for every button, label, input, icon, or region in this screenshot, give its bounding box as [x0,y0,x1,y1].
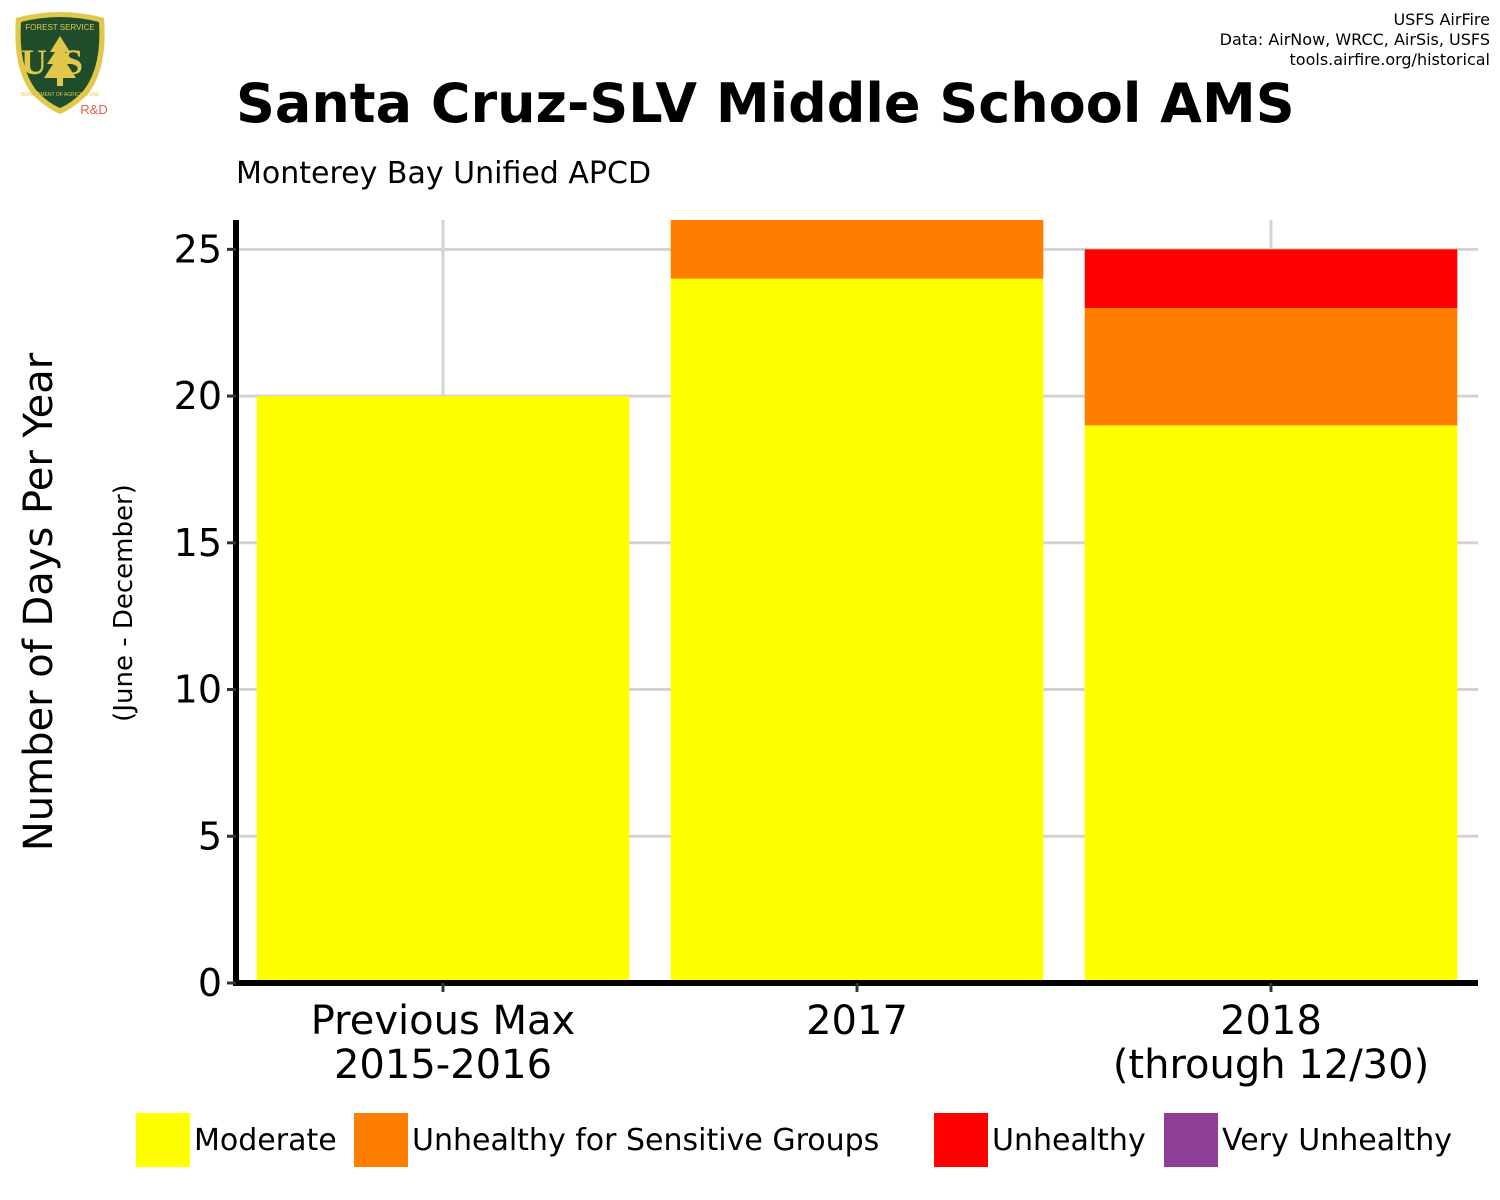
legend-swatch [1164,1113,1218,1167]
y-tick-label: 20 [174,374,222,418]
credits: USFS AirFire Data: AirNow, WRCC, AirSis,… [1220,10,1490,70]
legend-swatch [136,1113,190,1167]
legend-swatch [354,1113,408,1167]
tree-icon [44,36,76,86]
y-tick-label: 0 [198,961,222,1005]
bar-chart: 0 5 10 15 20 25 Previous Max 2015-2016 2017 2018… [16,220,1478,1088]
bar-segment [1084,425,1458,983]
y-axis-label: Number of Days Per Year [16,352,62,851]
legend-label: Unhealthy for Sensitive Groups [412,1122,880,1158]
x-tick-label: Previous Max 2015-2016 [311,998,575,1088]
y-axis-sublabel: (June - December) [109,484,139,722]
logo-top-text: FOREST SERVICE [25,23,95,32]
bar-segment [1084,249,1458,309]
y-tick-label: 5 [198,814,222,858]
y-ticks: 0 5 10 15 20 25 [174,227,236,1005]
legend-label: Moderate [194,1122,337,1158]
credits-line-3: tools.airfire.org/historical [1289,50,1490,69]
bar-segment [670,220,1044,279]
x-tick-label: 2017 [806,998,908,1044]
legend-item: Unhealthy [934,1112,1146,1168]
legend: Moderate Unhealthy for Sensitive Groups Un… [0,1112,1500,1172]
y-tick-label: 15 [174,521,222,565]
legend-label: Very Unhealthy [1222,1122,1452,1158]
chart-subtitle: Monterey Bay Unified APCD [236,156,652,191]
bars [256,220,1458,984]
credits-line-2: Data: AirNow, WRCC, AirSis, USFS [1219,30,1490,49]
legend-item: Moderate [136,1112,337,1168]
bar-segment [256,396,630,984]
credits-line-1: USFS AirFire [1393,10,1490,29]
logo-bottom-text: DEPARTMENT OF AGRICULTURE [21,92,100,98]
bar-segment [1084,308,1458,426]
chart-title: Santa Cruz-SLV Middle School AMS [236,72,1295,135]
y-tick-label: 10 [174,668,222,712]
x-tick-label: 2018 (through 12/30) [1113,998,1429,1088]
logo-badge: R&D [80,102,107,117]
x-ticks: Previous Max 2015-2016 2017 2018 (through 12… [311,983,1429,1088]
legend-item: Unhealthy for Sensitive Groups [354,1112,879,1168]
legend-item: Very Unhealthy [1164,1112,1452,1168]
legend-swatch [934,1113,988,1167]
y-tick-label: 25 [174,227,222,271]
usfs-shield-logo: FOREST SERVICE US DEPARTMENT OF AGRICULT… [15,12,108,117]
legend-label: Unhealthy [992,1122,1146,1158]
bar-segment [670,278,1044,983]
